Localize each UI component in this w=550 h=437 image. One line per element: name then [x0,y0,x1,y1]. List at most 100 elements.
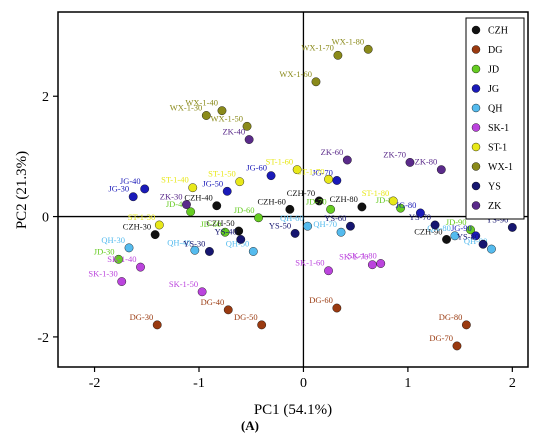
data-point [222,186,232,196]
data-point [190,245,200,255]
data-point [324,174,333,184]
legend-marker [471,103,481,113]
legend-label: SK-1 [488,123,509,134]
data-point [117,277,127,286]
point-label: QH-30 [101,235,125,245]
data-point [333,50,343,60]
legend-marker [471,45,481,54]
point-label: ZK-40 [222,127,245,137]
point-label: JD-70 [306,196,327,206]
data-point [357,202,367,212]
data-point [285,204,295,214]
point-label: SK-1-50 [169,279,198,289]
legend-label: JD [488,65,499,76]
point-label: WX-1-60 [279,69,312,79]
point-label: JD-50 [200,219,221,229]
data-point [461,320,471,330]
data-point [150,230,160,240]
point-label: WX-1-70 [301,42,334,52]
point-label: ST-1-50 [208,169,236,179]
data-point [452,341,462,351]
point-label: DG-30 [130,312,154,322]
data-point [124,243,134,253]
legend-label: ZK [488,201,502,212]
point-label: CZH-40 [184,193,212,203]
data-point [326,204,335,214]
point-label: JD-90 [446,217,467,227]
data-point [186,207,196,217]
data-point [201,111,211,120]
series-dg: DG-30 DG-40 DG-50 DG-60 DG-70 DG-80 [130,295,471,351]
data-point [292,165,302,175]
point-label: ST-1-60 [266,157,294,167]
data-point [248,247,258,256]
series-jd: JD-30 JD-40 JD-50 JD-60 JD-70 JD-80 JD-90 [94,195,475,264]
point-label: SK-1-30 [88,269,117,279]
legend-label: ST-1 [488,143,507,154]
zero-lines [58,12,528,367]
data-point [182,200,191,209]
data-point [430,220,440,230]
data-point [388,196,398,206]
data-point [197,287,207,297]
point-label: QH-40 [167,237,191,247]
point-label: ZK-60 [321,147,344,157]
point-label: JG-30 [108,184,129,194]
point-label: DG-70 [429,333,453,343]
legend-label: DG [488,45,502,56]
data-point [332,176,342,185]
point-label: JG-80 [396,200,417,210]
point-label: YS-60 [324,213,346,223]
point-label: JD-60 [234,205,255,215]
data-point [266,171,276,181]
y-axis-title: PC2 (21.3%) [14,151,30,229]
y-tick-label: 2 [42,90,49,105]
x-tick-label: -1 [193,376,205,391]
data-point [242,121,252,131]
point-label: JD-40 [166,199,187,209]
data-point [478,239,488,249]
data-point [234,226,244,236]
point-label: QH-90 [464,236,488,246]
series-sk-1: SK-1-30 SK-1-40 SK-1-50 SK-1-60 SK-1-70SK-1-… [88,251,386,297]
y-tick-label: 0 [42,211,49,226]
point-label: QH-80 [427,223,451,233]
point-label: QH-60 [280,213,304,223]
data-point [416,208,425,218]
data-point [217,106,227,116]
data-point [212,201,222,211]
point-label: ST-1-40 [161,175,189,185]
point-label: YS-30 [183,238,205,248]
point-label: CZH-80 [330,194,358,204]
point-label: ST-1-80 [362,188,390,198]
data-point [450,231,460,241]
point-label: YS-70 [409,212,431,222]
point-label: SK-1-40 [107,254,136,264]
data-point [236,235,246,244]
legend-marker [471,84,481,93]
series-qh: QH-30 QH-40 QH-50 QH-60 QH-70 QH-80 QH-90 [101,213,496,256]
point-label: JG-40 [120,176,141,186]
point-label: JG-60 [246,163,267,173]
point-label: WX-1-30 [170,102,203,112]
data-point [311,77,321,87]
point-label: ST-1-70 [297,166,325,176]
point-label: WX-1-40 [185,98,218,108]
data-point [507,223,517,232]
legend-marker [471,25,481,35]
data-point [405,158,415,167]
point-label: SK-1-60 [295,258,324,268]
data-point [436,165,446,175]
panel-label: (A) [241,418,259,433]
point-label: CZH-90 [414,226,442,236]
y-tick-label: -2 [37,331,49,346]
point-label: YS-80 [457,231,479,241]
point-label: WX-1-80 [332,36,365,46]
data-point [235,177,245,187]
data-point [303,221,313,231]
point-label: DG-60 [309,295,333,305]
